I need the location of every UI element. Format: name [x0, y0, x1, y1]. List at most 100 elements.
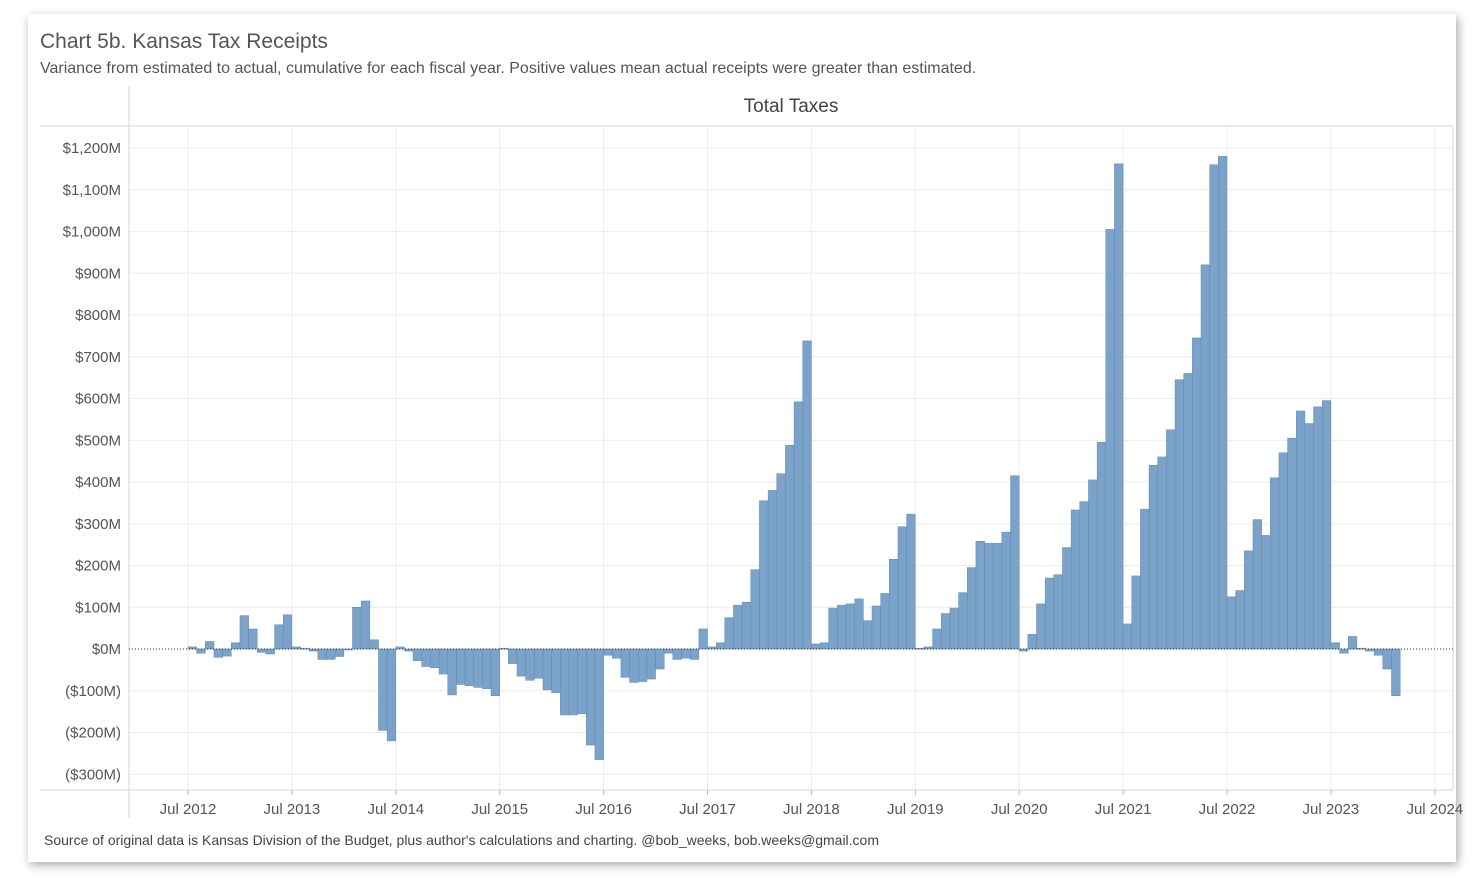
bar	[1287, 437, 1297, 650]
x-tick-label: Jul 2014	[367, 801, 424, 818]
bar	[819, 642, 829, 650]
y-tick-label: $600M	[75, 391, 121, 408]
bar	[1252, 519, 1262, 650]
bar	[958, 592, 968, 650]
bar	[681, 648, 691, 659]
bar	[1347, 636, 1358, 650]
bar	[1044, 577, 1055, 650]
bar	[369, 639, 379, 650]
bar	[1278, 452, 1288, 650]
x-tick-label: Jul 2023	[1303, 801, 1360, 818]
bar	[897, 526, 907, 650]
y-tick-label: $700M	[75, 349, 121, 366]
bar	[577, 648, 587, 714]
x-tick-label: Jul 2024	[1406, 801, 1463, 818]
bar	[326, 648, 336, 660]
x-tick-label: Jul 2015	[471, 801, 528, 818]
chart-subtitle: Variance from estimated to actual, cumul…	[40, 60, 977, 77]
chart-title: Chart 5b. Kansas Tax Receipts	[40, 30, 328, 53]
bar	[464, 648, 474, 686]
bar	[1226, 596, 1236, 650]
bar	[1062, 547, 1072, 650]
bar	[793, 401, 803, 650]
bar	[915, 647, 925, 650]
bar	[646, 648, 656, 680]
bar	[1157, 456, 1167, 650]
y-tick-label: ($200M)	[65, 725, 121, 742]
bar	[1304, 423, 1314, 650]
bar	[629, 648, 639, 683]
y-tick-label: $300M	[75, 516, 121, 533]
x-tick-label: Jul 2013	[264, 801, 321, 818]
bar	[906, 513, 916, 650]
bar	[1079, 501, 1089, 650]
bar	[1218, 156, 1228, 650]
bar	[456, 648, 466, 685]
bar	[1010, 475, 1020, 650]
bar	[421, 648, 431, 667]
bar	[1140, 508, 1150, 650]
bar	[360, 600, 371, 650]
bar	[1373, 648, 1384, 656]
bar	[923, 646, 933, 650]
y-tick-label: $900M	[75, 265, 121, 282]
bar	[984, 543, 994, 650]
bar	[837, 604, 847, 650]
bar	[845, 603, 855, 650]
bar	[1356, 647, 1366, 650]
bar	[308, 648, 319, 652]
bar	[239, 615, 249, 650]
bar	[941, 613, 951, 650]
bar	[724, 617, 734, 650]
bar	[1070, 509, 1081, 650]
x-tick-label: Jul 2020	[991, 801, 1048, 818]
bar	[586, 648, 596, 746]
bar	[257, 648, 267, 653]
bar	[1192, 337, 1202, 650]
bar	[1200, 264, 1210, 650]
bar	[594, 648, 604, 760]
bar	[560, 648, 570, 716]
bar	[759, 500, 769, 650]
bar	[490, 648, 500, 697]
x-tick-label: Jul 2019	[887, 801, 944, 818]
bar	[551, 648, 561, 694]
bar	[205, 641, 215, 650]
bar	[828, 607, 838, 650]
bar	[291, 646, 301, 650]
bar	[1166, 429, 1176, 650]
bar	[386, 648, 397, 742]
bar	[854, 598, 864, 650]
bar	[1183, 373, 1193, 650]
bar	[568, 648, 578, 716]
bar	[1148, 465, 1158, 650]
x-tick-label: Jul 2021	[1095, 801, 1152, 818]
bar	[1244, 550, 1254, 650]
bar	[1235, 590, 1245, 650]
bar	[508, 648, 518, 664]
bar	[620, 648, 630, 678]
y-tick-label: $400M	[75, 474, 121, 491]
bar	[525, 648, 535, 681]
y-tick-label: $200M	[75, 558, 121, 575]
bars-layer	[187, 156, 1401, 760]
bar	[655, 648, 665, 670]
bar	[1209, 164, 1219, 650]
bar	[516, 648, 526, 677]
bar	[1313, 406, 1323, 650]
bar	[1114, 163, 1124, 650]
bar	[871, 605, 881, 650]
y-tick-label: ($300M)	[65, 766, 121, 783]
bar	[1001, 531, 1011, 650]
bar	[412, 648, 423, 661]
y-tick-label: ($100M)	[65, 683, 121, 700]
bar	[1339, 648, 1349, 654]
bar	[542, 648, 552, 691]
bar	[534, 648, 544, 679]
bar	[802, 340, 812, 650]
panel-title: Total Taxes	[744, 96, 839, 117]
bar	[663, 648, 674, 654]
bar	[395, 646, 405, 650]
bar	[1122, 623, 1133, 650]
bar	[222, 648, 232, 657]
